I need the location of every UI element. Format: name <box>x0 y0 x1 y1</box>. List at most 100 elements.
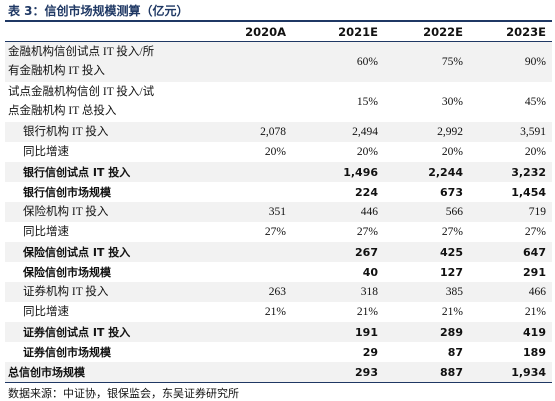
value-cell: 127 <box>440 265 463 279</box>
empty-cell <box>215 342 292 362</box>
value-cell: 20% <box>441 145 463 158</box>
table-row: 同比增速 20% 20% 20% 20% <box>5 142 552 162</box>
value-cell: 1,496 <box>292 162 384 182</box>
value-cell: 2,078 <box>215 122 292 142</box>
empty-cell <box>215 82 292 122</box>
empty-cell <box>215 262 292 282</box>
empty-cell <box>215 322 292 342</box>
value-cell: 351 <box>215 202 292 222</box>
row-label: 银行信创试点 IT 投入 <box>5 162 215 182</box>
row-label: 证券机构 IT 投入 <box>5 282 215 302</box>
table-row: 金融机构信创试点 IT 投入/所有金融机构 IT 投入 60% 75% 90% <box>5 41 552 82</box>
value-cell: 21% <box>441 305 463 318</box>
value-cell: 263 <box>215 282 292 302</box>
header-cell: 2022E <box>384 20 469 42</box>
empty-cell <box>215 162 292 182</box>
value-cell: 189 <box>523 345 546 359</box>
table-header: 2020A 2021E 2022E 2023E <box>5 20 552 42</box>
source-note: 数据来源：中证协，银保监会，东吴证券研究所 <box>8 388 239 400</box>
value-cell: 267 <box>292 242 384 262</box>
value-cell: 75% <box>384 41 469 82</box>
row-label: 试点金融机构信创 IT 投入/试点金融机构 IT 总投入 <box>8 86 155 117</box>
table-row: 银行信创试点 IT 投入 1,496 2,244 3,232 <box>5 162 552 182</box>
value-cell: 90% <box>469 41 552 82</box>
value-cell: 15% <box>356 95 378 108</box>
value-cell: 27% <box>524 225 546 238</box>
header-cell <box>5 20 215 42</box>
header-cell: 2020A <box>215 20 292 42</box>
value-cell: 419 <box>469 322 552 342</box>
value-cell: 27% <box>441 225 463 238</box>
value-cell: 30% <box>441 95 463 108</box>
value-cell: 673 <box>440 185 463 199</box>
value-cell: 647 <box>469 242 552 262</box>
value-cell: 291 <box>523 265 546 279</box>
value-cell: 40 <box>362 265 378 279</box>
value-cell: 27% <box>356 225 378 238</box>
table-row: 证券信创市场规模 29 87 189 <box>5 342 552 362</box>
value-cell: 60% <box>292 41 384 82</box>
value-cell: 446 <box>292 202 384 222</box>
table-title: 表 3：信创市场规模测算（亿元） <box>8 4 189 18</box>
row-label: 金融机构信创试点 IT 投入/所有金融机构 IT 投入 <box>5 41 215 82</box>
empty-cell <box>215 182 292 202</box>
value-cell: 87 <box>447 345 463 359</box>
value-cell: 293 <box>292 362 384 383</box>
table-row: 总信创市场规模 293 887 1,934 <box>5 362 552 383</box>
value-cell: 20% <box>264 145 286 158</box>
table-row: 证券机构 IT 投入 263 318 385 466 <box>5 282 552 302</box>
empty-cell <box>215 242 292 262</box>
value-cell: 566 <box>384 202 469 222</box>
value-cell: 224 <box>355 185 378 199</box>
table: 2020A 2021E 2022E 2023E 金融机构信创试点 IT 投入/所有金融… <box>5 20 552 383</box>
value-cell: 1,454 <box>511 185 546 199</box>
table-row: 银行信创市场规模 224 673 1,454 <box>5 182 552 202</box>
value-cell: 289 <box>384 322 469 342</box>
row-label: 保险机构 IT 投入 <box>5 202 215 222</box>
header-cell: 2021E <box>292 20 384 42</box>
value-cell: 425 <box>384 242 469 262</box>
table-row: 保险信创试点 IT 投入 267 425 647 <box>5 242 552 262</box>
empty-cell <box>215 362 292 383</box>
row-label: 总信创市场规模 <box>5 362 215 383</box>
value-cell: 27% <box>264 225 286 238</box>
value-cell: 2,494 <box>292 122 384 142</box>
table-row: 同比增速 21% 21% 21% 21% <box>5 302 552 322</box>
header-cell: 2023E <box>469 20 552 42</box>
value-cell: 1,934 <box>469 362 552 383</box>
value-cell: 2,992 <box>384 122 469 142</box>
row-label: 银行信创市场规模 <box>23 185 111 199</box>
row-label: 同比增速 <box>23 145 69 158</box>
value-cell: 719 <box>469 202 552 222</box>
row-label: 保险信创试点 IT 投入 <box>5 242 215 262</box>
row-label: 保险信创市场规模 <box>23 265 111 279</box>
value-cell: 3,232 <box>469 162 552 182</box>
value-cell: 887 <box>384 362 469 383</box>
row-label: 证券信创市场规模 <box>23 345 111 359</box>
value-cell: 29 <box>362 345 378 359</box>
value-cell: 45% <box>524 95 546 108</box>
value-cell: 21% <box>356 305 378 318</box>
value-cell: 466 <box>469 282 552 302</box>
value-cell: 20% <box>524 145 546 158</box>
table-row: 银行机构 IT 投入 2,078 2,494 2,992 3,591 <box>5 122 552 142</box>
value-cell: 191 <box>292 322 384 342</box>
table-row: 同比增速 27% 27% 27% 27% <box>5 222 552 242</box>
row-label: 证券信创试点 IT 投入 <box>5 322 215 342</box>
table-row: 证券信创试点 IT 投入 191 289 419 <box>5 322 552 342</box>
table-row: 保险机构 IT 投入 351 446 566 719 <box>5 202 552 222</box>
row-label: 银行机构 IT 投入 <box>5 122 215 142</box>
value-cell: 20% <box>356 145 378 158</box>
value-cell: 21% <box>524 305 546 318</box>
row-label: 同比增速 <box>23 305 69 318</box>
value-cell: 3,591 <box>469 122 552 142</box>
value-cell: 385 <box>384 282 469 302</box>
row-label: 同比增速 <box>23 225 69 238</box>
value-cell: 21% <box>264 305 286 318</box>
value-cell: 318 <box>292 282 384 302</box>
header-row: 2020A 2021E 2022E 2023E <box>5 20 552 42</box>
table-row: 保险信创市场规模 40 127 291 <box>5 262 552 282</box>
table-row: 试点金融机构信创 IT 投入/试点金融机构 IT 总投入 15% 30% 45% <box>5 82 552 122</box>
value-cell: 2,244 <box>384 162 469 182</box>
